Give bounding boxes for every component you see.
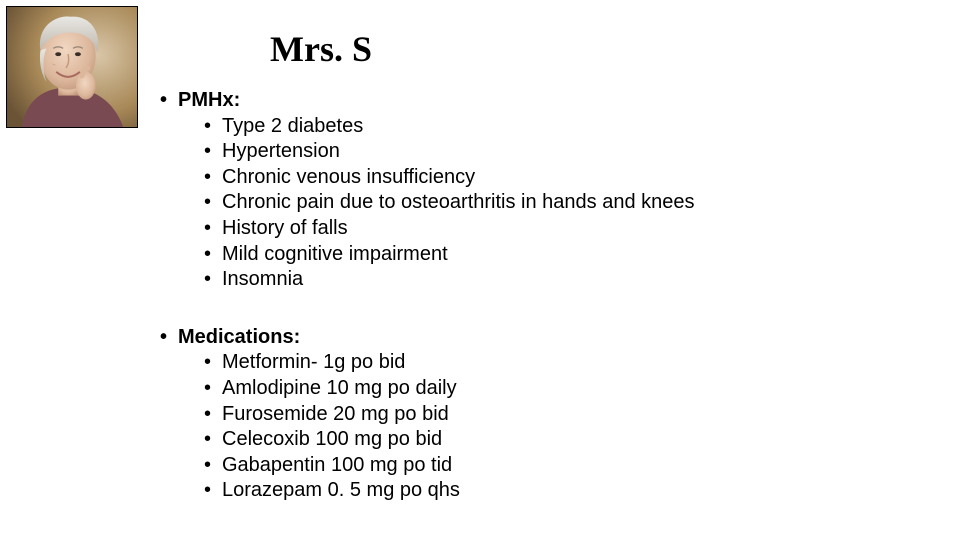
list-item: Type 2 diabetes [204,114,920,140]
list-item: Mild cognitive impairment [204,242,920,268]
section-heading-text: PMHx: [178,89,240,111]
list-item: History of falls [204,216,920,242]
list-item: Celecoxib 100 mg po bid [204,427,920,453]
list-item: Amlodipine 10 mg po daily [204,376,920,402]
list-item: Furosemide 20 mg po bid [204,402,920,428]
list-item: Lorazepam 0. 5 mg po qhs [204,478,920,504]
list-item: Chronic venous insufficiency [204,165,920,191]
patient-photo [6,6,138,128]
list-item: Chronic pain due to osteoarthritis in ha… [204,190,920,216]
slide-title: Mrs. S [270,28,372,70]
section-heading-pmhx: PMHx: Type 2 diabetes Hypertension Chron… [160,88,920,293]
list-item: Hypertension [204,139,920,165]
slide-content: PMHx: Type 2 diabetes Hypertension Chron… [160,88,920,504]
list-item: Insomnia [204,267,920,293]
section-heading-text: Medications: [178,326,300,348]
list-item: Gabapentin 100 mg po tid [204,453,920,479]
list-item: Metformin- 1g po bid [204,350,920,376]
section-heading-medications: Medications: Metformin- 1g po bid Amlodi… [160,325,920,504]
